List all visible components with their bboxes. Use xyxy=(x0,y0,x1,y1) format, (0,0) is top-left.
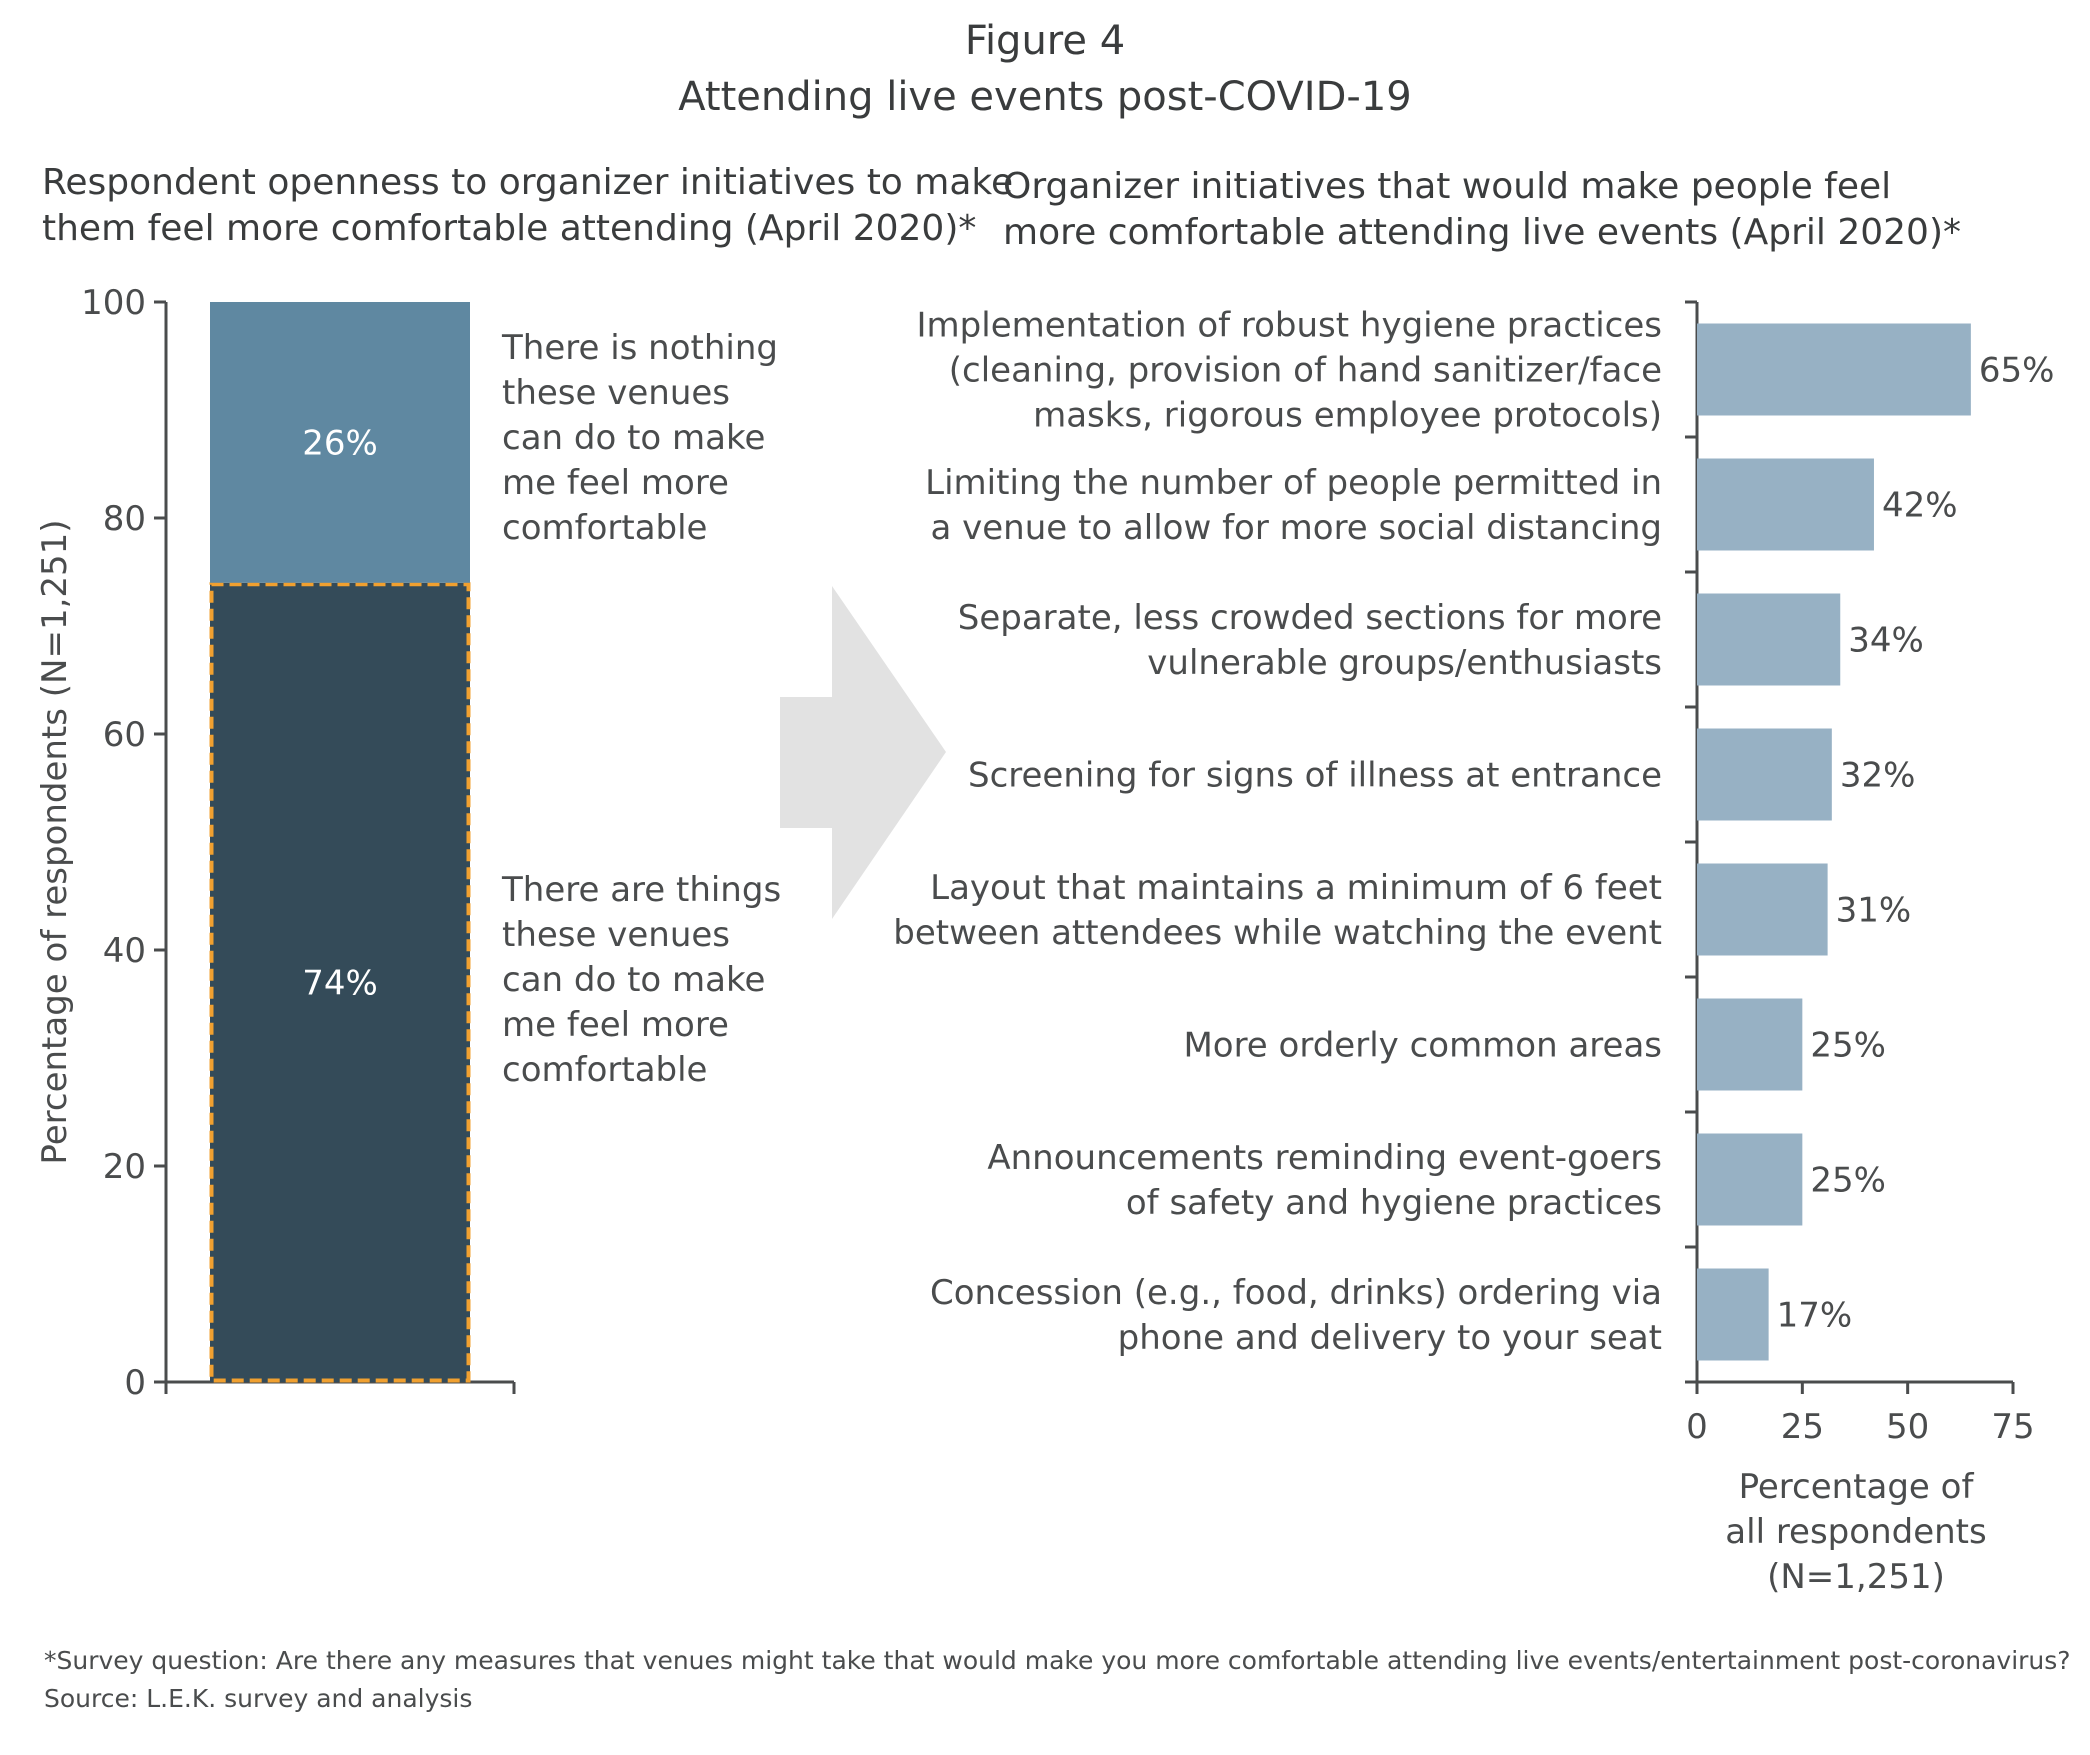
description-line: comfortable xyxy=(502,1050,708,1090)
bar-category-label: Concession (e.g., food, drinks) ordering… xyxy=(930,1273,1662,1313)
y-tick-label: 40 xyxy=(103,931,146,971)
description-line: There are things xyxy=(502,870,782,910)
bar-category-label: More orderly common areas xyxy=(1183,1026,1662,1066)
bar-category-label: Screening for signs of illness at entran… xyxy=(968,756,1662,796)
stacked-segment-nothing xyxy=(210,302,470,583)
y-tick-label: 0 xyxy=(124,1363,146,1403)
left-panel-title-line: them feel more comfortable attending (Ap… xyxy=(42,208,977,249)
bar-x-tick-label: 50 xyxy=(1886,1407,1929,1447)
segment-description-things: There are things these venues can do to … xyxy=(502,868,781,1093)
initiative-bar xyxy=(1697,593,1841,686)
bar-value-label: 32% xyxy=(1840,756,1916,796)
segment-value-label: 74% xyxy=(302,963,378,1003)
description-line: me feel more xyxy=(502,463,729,503)
bar-value-label: 25% xyxy=(1810,1026,1886,1066)
footnote-survey: *Survey question: Are there any measures… xyxy=(44,1646,2071,1675)
y-tick-label: 80 xyxy=(103,499,146,539)
right-panel-title-line: Organizer initiatives that would make pe… xyxy=(1003,166,1892,207)
segment-description-nothing: There is nothing these venues can do to … xyxy=(502,326,778,551)
bar-value-label: 25% xyxy=(1810,1161,1886,1201)
segment-value-label: 26% xyxy=(302,423,378,463)
right-panel-title: Organizer initiatives that would make pe… xyxy=(1003,164,1961,256)
bar-value-label: 31% xyxy=(1836,891,1912,931)
initiative-bar xyxy=(1697,323,1971,416)
bar-category-label: Limiting the number of people permitted … xyxy=(925,463,1662,503)
description-line: comfortable xyxy=(502,508,708,548)
bar-category-label: Implementation of robust hygiene practic… xyxy=(917,306,1662,346)
stacked-segment-things xyxy=(210,582,470,1382)
footnote-source: Source: L.E.K. survey and analysis xyxy=(44,1684,473,1713)
bar-value-label: 42% xyxy=(1882,486,1958,526)
bar-category-label: Announcements reminding event-goers xyxy=(987,1138,1662,1178)
description-line: There is nothing xyxy=(502,328,778,368)
bar-category-label: Separate, less crowded sections for more xyxy=(958,598,1662,638)
bar-value-label: 65% xyxy=(1979,351,2055,391)
right-arrow-icon xyxy=(780,586,946,919)
x-axis-label-line: Percentage of xyxy=(1738,1467,1974,1507)
description-line: me feel more xyxy=(502,1005,729,1045)
initiative-bar xyxy=(1697,998,1803,1091)
figure-title: Attending live events post-COVID-19 xyxy=(678,74,1412,120)
figure-label: Figure 4 xyxy=(964,18,1126,64)
bar-category-label: phone and delivery to your seat xyxy=(1118,1318,1662,1358)
y-tick-label: 100 xyxy=(81,283,146,323)
initiative-bar xyxy=(1697,863,1828,956)
bar-category-label: a venue to allow for more social distanc… xyxy=(931,508,1663,548)
bar-value-label: 34% xyxy=(1848,621,1924,661)
left-panel-title-line: Respondent openness to organizer initiat… xyxy=(42,162,1014,203)
highlight-outline xyxy=(209,582,471,1383)
x-axis-label-line: all respondents xyxy=(1725,1512,1987,1552)
bar-x-tick-label: 25 xyxy=(1781,1407,1824,1447)
initiative-bar xyxy=(1697,1268,1769,1361)
description-line: can do to make xyxy=(502,960,766,1000)
initiative-bar xyxy=(1697,458,1874,551)
description-line: these venues xyxy=(502,373,731,413)
y-tick-label: 20 xyxy=(103,1147,146,1187)
bar-category-label: masks, rigorous employee protocols) xyxy=(1033,396,1662,436)
x-axis-label-line: (N=1,251) xyxy=(1767,1557,1945,1597)
initiative-bar xyxy=(1697,728,1832,821)
description-line: can do to make xyxy=(502,418,766,458)
bar-x-tick-label: 0 xyxy=(1686,1407,1708,1447)
y-axis-label: Percentage of respondents (N=1,251) xyxy=(35,519,75,1164)
bar-category-label: between attendees while watching the eve… xyxy=(893,913,1662,953)
bar-x-tick-label: 75 xyxy=(1991,1407,2034,1447)
bar-category-label: vulnerable groups/enthusiasts xyxy=(1147,643,1662,683)
bar-category-label: of safety and hygiene practices xyxy=(1126,1183,1662,1223)
initiative-bar xyxy=(1697,1133,1803,1226)
right-panel-title-line: more comfortable attending live events (… xyxy=(1003,212,1961,253)
bar-value-label: 17% xyxy=(1777,1296,1853,1336)
y-tick-label: 60 xyxy=(103,715,146,755)
bar-category-label: Layout that maintains a minimum of 6 fee… xyxy=(930,868,1662,908)
left-panel-title: Respondent openness to organizer initiat… xyxy=(42,160,1013,252)
x-axis-label: Percentage of all respondents (N=1,251) xyxy=(1656,1465,2056,1600)
bar-category-label: (cleaning, provision of hand sanitizer/f… xyxy=(949,351,1662,391)
description-line: these venues xyxy=(502,915,731,955)
